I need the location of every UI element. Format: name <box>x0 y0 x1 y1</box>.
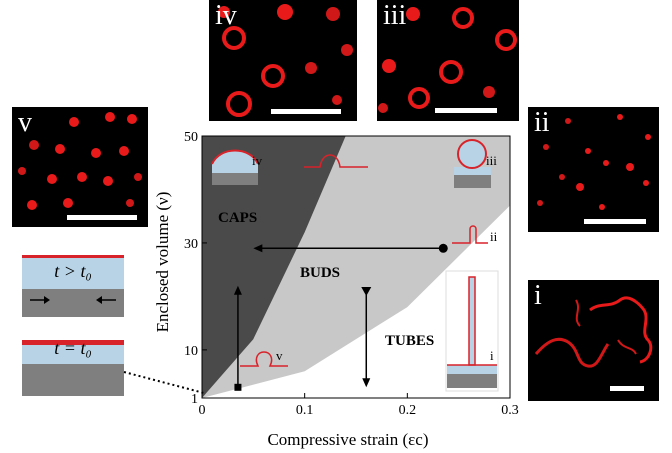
marker-label-v: v <box>276 348 283 363</box>
micrograph-ii-image <box>537 114 651 210</box>
water-layer <box>22 345 124 364</box>
substrate-layer <box>22 364 124 396</box>
y-tick-label: 30 <box>184 237 198 252</box>
micrograph-iv-image <box>218 4 353 117</box>
region-label-caps: CAPS <box>218 210 257 226</box>
panel-label-iv: iv <box>215 0 237 31</box>
compression-arrows <box>30 296 116 304</box>
scale-bar <box>584 219 646 224</box>
y-tick-label: 50 <box>184 130 198 145</box>
x-tick-label: 0.3 <box>501 403 519 418</box>
marker-label-i: i <box>490 348 494 363</box>
marker-label-ii: ii <box>490 229 498 244</box>
scale-bar <box>271 109 341 114</box>
arrow-head <box>253 244 263 253</box>
micrograph-v-image <box>18 112 142 210</box>
substrate-layer <box>22 289 124 317</box>
region-label-tubes: TUBES <box>385 333 434 349</box>
small-bud-icon <box>240 351 288 367</box>
micrograph-i: i <box>528 280 659 401</box>
x-tick-label: 0.2 <box>399 403 417 418</box>
water-layer <box>22 258 124 289</box>
y-tick-label: 10 <box>184 344 198 359</box>
scale-bar <box>435 108 497 113</box>
marker-label-iv: iv <box>252 153 263 168</box>
schematic-time-label: t > t₀ <box>54 261 92 281</box>
schematic-expanded: t > t₀ <box>22 255 124 317</box>
x-axis-label: Compressive strain (εc) <box>267 430 428 449</box>
cap-profile-icon <box>304 154 368 168</box>
arrow-head <box>362 378 371 388</box>
arrows <box>233 243 448 391</box>
micrograph-iv: iv <box>209 0 357 121</box>
dotted-connector <box>123 371 205 394</box>
y-tick-label: 1 <box>191 392 198 407</box>
panel-label-iii: iii <box>383 0 407 31</box>
micrograph-iii: iii <box>377 0 519 121</box>
membrane-layer <box>22 255 124 258</box>
cap-icon <box>211 149 259 185</box>
axes: 0 0.1 0.2 0.3 1 10 30 50 <box>184 130 519 418</box>
micrograph-ii: ii <box>528 107 659 232</box>
short-tube-icon <box>452 225 488 244</box>
region-tubes <box>202 205 510 398</box>
panel-label-i: i <box>534 280 542 311</box>
marker-label-iii: iii <box>486 153 497 168</box>
scale-bar <box>610 386 644 391</box>
region-label-buds: BUDS <box>300 265 340 281</box>
micrograph-i-image <box>534 296 653 368</box>
membrane-layer <box>22 340 124 345</box>
y-axis-label: Enclosed volume (ν) <box>153 192 172 333</box>
panel-label-ii: ii <box>534 107 550 138</box>
arrow-start-dot <box>438 243 448 253</box>
schematic-time-label: t = t₀ <box>54 338 92 358</box>
arrow-head <box>233 285 242 295</box>
arrow-start-triangle <box>361 287 372 297</box>
long-tube-icon <box>445 270 499 392</box>
micrograph-iii-image <box>378 7 517 113</box>
x-tick-label: 0 <box>199 403 206 418</box>
micrograph-v: v <box>12 107 148 227</box>
x-tick-label: 0.1 <box>296 403 314 418</box>
scale-bar <box>67 215 137 220</box>
bud-icon <box>454 139 491 188</box>
panel-label-v: v <box>18 107 32 138</box>
plot-frame <box>201 135 511 399</box>
schematic-initial: t = t₀ <box>22 338 124 396</box>
arrow-start-square <box>234 383 242 391</box>
region-buds <box>202 136 510 398</box>
